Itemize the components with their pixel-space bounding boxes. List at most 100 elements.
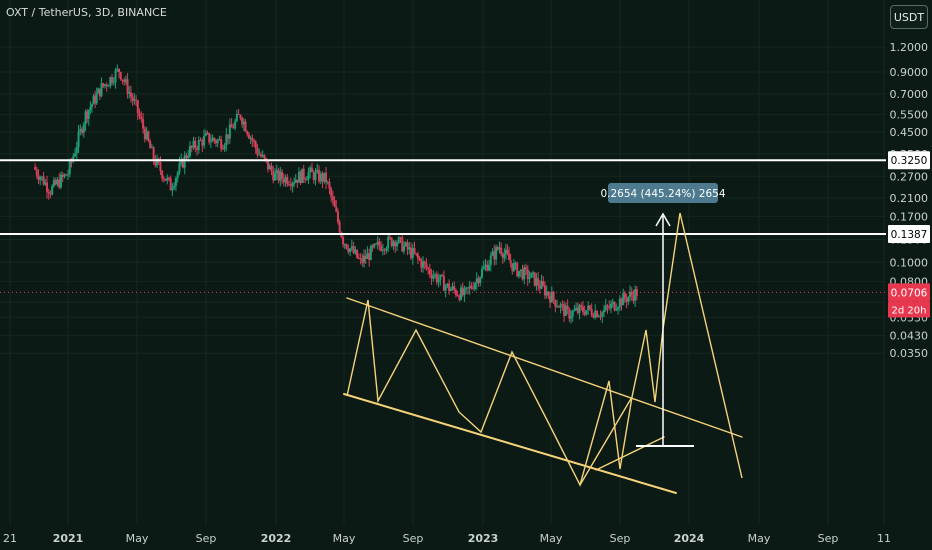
candle-body [319,173,322,182]
candle-body [343,244,346,246]
candle-body [435,274,438,283]
candle-body [138,113,141,117]
candle-body [256,148,259,155]
candle-body [68,160,71,175]
candle-body [72,156,75,162]
candle-body [413,248,416,254]
candle-body [54,180,57,185]
candle-body [623,293,626,299]
candle-body [156,158,159,166]
candle-body [301,168,304,183]
candle-body [259,154,262,157]
candle-body [288,184,291,186]
currency-button[interactable]: USDT [890,5,928,29]
candle-body [602,310,605,313]
candle-body [225,134,228,146]
candle-body [342,237,345,245]
candle-body [37,175,40,180]
candle-body [532,272,535,274]
candle-body [533,272,536,286]
candle-body [145,131,148,140]
candle-body [336,211,339,222]
candle-body [615,309,618,311]
candle-body [406,242,409,250]
candle-body [408,247,411,250]
candle-body [563,304,566,316]
candle-body [199,139,202,141]
candle-body [95,93,98,104]
candle-body [491,251,494,256]
candle-body [90,104,93,108]
channel-upper-line [346,297,743,438]
candle-body [254,141,257,149]
candle-body [618,298,621,308]
candle-body [86,111,89,119]
candle-body [258,154,261,156]
candle-body [239,114,242,119]
time-tick-label: 21 [3,532,17,545]
candle-body [349,248,352,252]
candle-body [162,178,165,180]
time-tick-label: May [126,532,149,545]
candle-body [580,305,583,307]
candle-body [59,174,62,188]
time-tick-label: Sep [610,532,631,545]
candle-body [345,244,348,249]
candle-body [557,306,560,308]
candle-body [354,249,357,254]
candle-body [526,269,529,280]
candle-body [244,121,247,132]
candle-body [434,274,437,276]
candle-body [496,246,499,250]
countdown-box [888,301,930,318]
candle-body [100,83,103,97]
candle-body [493,251,496,260]
candle-body [196,148,199,150]
candle-body [630,292,633,296]
candle-body [318,169,321,182]
candle-body [383,249,386,251]
candle-body [161,171,164,179]
candle-body [415,253,418,255]
candle-body [590,309,593,316]
candle-body [98,88,101,97]
candle-body [456,295,459,297]
candle-body [331,196,334,201]
candle-body [192,140,195,148]
candle-body [291,183,294,187]
candle-body [82,124,85,133]
candle-body [347,248,350,252]
candle-body [232,127,235,129]
candle-body [208,133,211,143]
candle-body [397,237,400,243]
price-tick-label: 0.1700 [890,210,929,223]
candle-body [142,119,145,129]
candle-body [416,253,419,259]
candle-body [47,191,50,194]
candle-body [173,185,176,189]
candle-body [595,310,598,318]
candle-body [81,128,84,133]
candle-body [92,95,95,105]
candle-body [268,165,271,170]
candle-body [221,148,224,150]
candle-body [458,295,461,300]
candle-body [128,92,131,94]
candle-body [583,311,586,315]
candle-body [77,131,80,148]
candle-body [46,182,49,192]
candle-body [305,179,308,181]
candle-body [309,167,312,173]
candle-body [599,316,602,318]
candle-body [401,237,404,252]
candle-body [503,253,506,258]
candle-body [399,237,402,239]
candle-body [545,291,548,296]
candle-body [266,160,269,170]
candle-body [119,72,122,80]
price-tick-label: 0.7000 [890,88,929,101]
candle-body [178,163,181,173]
candle-body [34,167,37,170]
